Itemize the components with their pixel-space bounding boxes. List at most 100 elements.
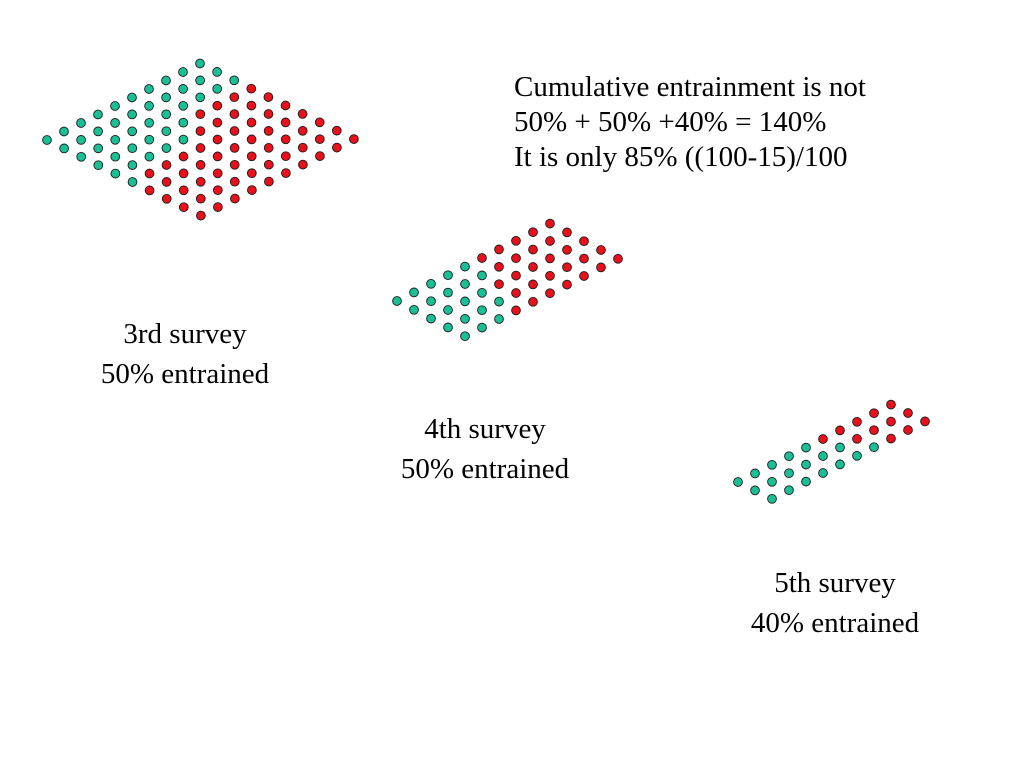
entrained-particle (903, 408, 913, 418)
entrained-particle (212, 134, 223, 145)
particle (178, 67, 188, 77)
entrained-particle (511, 235, 521, 246)
particle (801, 459, 811, 470)
entrained-particle (178, 168, 189, 179)
entrained-particle (886, 399, 896, 410)
entrained-particle (280, 134, 291, 145)
particle (818, 451, 828, 461)
particle (477, 305, 487, 316)
particle (392, 296, 402, 306)
entrained-particle (195, 143, 206, 153)
particle (869, 442, 879, 453)
entrained-particle (545, 218, 555, 229)
entrained-particle (920, 416, 930, 427)
entrained-particle (596, 245, 606, 255)
survey-title: 4th survey (424, 413, 546, 445)
particle (852, 450, 862, 461)
particle (127, 143, 138, 154)
particle (144, 117, 155, 128)
entrained-particle (280, 100, 291, 111)
entrained-particle (178, 185, 189, 196)
entrained-particle (246, 151, 257, 162)
cumulative-entrainment-note: Cumulative entrainment is not 50% + 50% … (514, 70, 866, 175)
entrained-particle (511, 270, 521, 281)
particle (178, 100, 189, 111)
particle (212, 83, 223, 94)
entrained-particle (263, 109, 274, 119)
entrained-particle (818, 434, 828, 444)
particle (76, 118, 86, 128)
particle (426, 296, 436, 307)
entrained-particle (545, 236, 555, 246)
particle (76, 135, 86, 145)
particle (767, 476, 777, 487)
grid-4th-survey (392, 218, 623, 342)
particle (144, 84, 154, 94)
particle (494, 296, 504, 307)
grid-5th-survey (733, 399, 930, 504)
entrained-particle (196, 210, 206, 221)
entrained-particle (613, 253, 623, 264)
entrained-particle (280, 151, 291, 162)
particle (144, 151, 155, 162)
entrained-particle (494, 261, 504, 272)
particle (835, 459, 845, 470)
entrained-particle (229, 92, 240, 103)
particle (443, 305, 453, 315)
entrained-particle (562, 227, 572, 238)
particle (460, 279, 470, 289)
particle (195, 75, 205, 86)
entrained-particle (511, 253, 521, 264)
particle (195, 92, 206, 103)
entrained-particle (579, 253, 589, 264)
entrained-particle (195, 176, 206, 187)
entrained-particle (264, 176, 274, 187)
entrained-particle (579, 236, 589, 247)
entrained-particle (263, 92, 274, 102)
survey-percentage: 50% entrained (400, 453, 570, 485)
particle (767, 459, 777, 470)
particle (127, 160, 138, 170)
particle (110, 168, 121, 179)
entrained-particle (246, 168, 257, 179)
entrained-particle (144, 185, 155, 196)
particle (801, 442, 811, 453)
entrained-particle (297, 109, 308, 119)
entrained-particle (178, 151, 189, 162)
particle (750, 485, 760, 496)
entrained-particle (263, 126, 274, 136)
caption-5th-survey: 5th survey 40% entrained (720, 563, 950, 643)
particle (409, 304, 419, 315)
entrained-particle (528, 279, 538, 290)
particle (161, 92, 171, 103)
particle (212, 67, 222, 77)
note-line-2: 50% + 50% +40% = 140% (514, 106, 827, 138)
entrained-particle (297, 142, 308, 153)
entrained-particle (852, 433, 862, 444)
entrained-particle (246, 117, 257, 128)
entrained-particle (545, 288, 555, 299)
particle (161, 143, 172, 153)
entrained-particle (263, 142, 274, 153)
entrained-particle (281, 168, 291, 178)
entrained-particle (178, 202, 189, 213)
particle (127, 92, 137, 103)
particle (110, 118, 120, 128)
particle (195, 58, 205, 69)
entrained-particle (161, 177, 172, 187)
particle (76, 151, 87, 162)
entrained-particle (869, 408, 879, 419)
particle (127, 126, 138, 137)
particle (161, 75, 171, 86)
particle (750, 468, 760, 479)
entrained-particle (195, 126, 206, 136)
particle (460, 313, 470, 324)
survey-percentage: 40% entrained (750, 607, 920, 639)
entrained-particle (229, 109, 240, 119)
particle (93, 160, 104, 171)
particle (144, 101, 154, 111)
particle (409, 287, 419, 298)
entrained-particle (314, 117, 325, 128)
entrained-particle (494, 244, 504, 255)
